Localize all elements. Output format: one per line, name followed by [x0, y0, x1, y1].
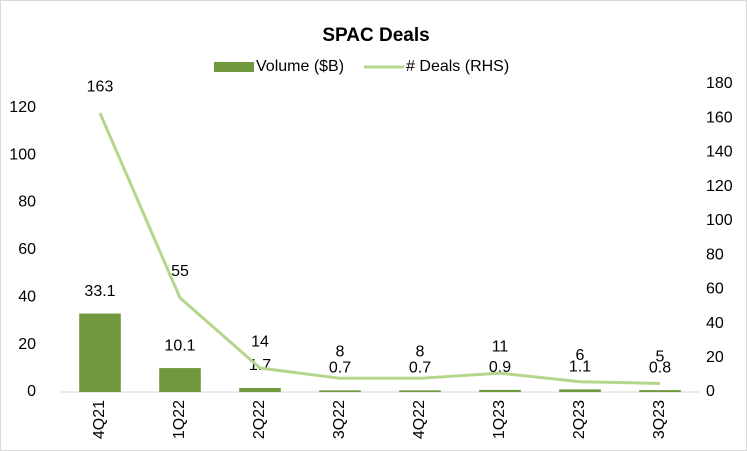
- x-tick-label: 3Q23: [651, 400, 668, 439]
- data-label: 10.1: [164, 337, 195, 354]
- x-tick-label: 4Q22: [411, 400, 428, 439]
- data-label: 5: [656, 349, 665, 366]
- bar: [319, 390, 361, 392]
- bar: [559, 389, 601, 392]
- data-label: 6: [576, 347, 585, 364]
- y2-tick-label: 80: [706, 246, 724, 263]
- data-label: 1.1: [569, 359, 591, 376]
- y-tick-label: 60: [18, 241, 36, 258]
- bar: [639, 390, 681, 392]
- y2-tick-label: 40: [706, 315, 724, 332]
- y-tick-label: 80: [18, 194, 36, 211]
- y2-tick-label: 60: [706, 281, 724, 298]
- data-label: 0.8: [649, 359, 671, 376]
- y-tick-label: 40: [18, 288, 36, 305]
- legend-swatch: [214, 62, 254, 72]
- y-tick-label: 0: [27, 383, 36, 400]
- y2-tick-label: 180: [706, 75, 733, 92]
- y2-tick-label: 0: [706, 383, 715, 400]
- data-label: 11: [492, 338, 509, 355]
- y-tick-label: 120: [9, 99, 36, 116]
- y-tick-label: 20: [18, 336, 36, 353]
- y2-tick-label: 140: [706, 144, 733, 161]
- data-label: 33.1: [84, 283, 115, 300]
- bar: [239, 387, 281, 392]
- y2-tick-label: 20: [706, 349, 724, 366]
- data-label: 55: [171, 263, 189, 280]
- x-tick-label: 2Q22: [251, 400, 268, 439]
- line: [98, 112, 661, 385]
- legend-label: # Deals (RHS): [406, 58, 509, 75]
- y2-tick-label: 100: [706, 212, 733, 229]
- bar: [399, 390, 441, 392]
- data-label: 163: [87, 78, 114, 95]
- x-tick-label: 1Q23: [491, 400, 508, 439]
- x-tick-label: 2Q23: [571, 400, 588, 439]
- y-tick-label: 100: [9, 146, 36, 163]
- data-label: 0.9: [489, 359, 511, 376]
- data-label: 0.7: [409, 360, 431, 377]
- bar: [479, 389, 521, 392]
- x-tick-label: 1Q22: [171, 400, 188, 439]
- y2-tick-label: 160: [706, 109, 733, 126]
- chart-title: SPAC Deals: [322, 25, 429, 46]
- data-label: 8: [336, 344, 345, 361]
- y2-tick-label: 120: [706, 178, 733, 195]
- data-label: 14: [251, 333, 269, 350]
- bar: [79, 313, 121, 392]
- legend-label: Volume ($B): [256, 58, 344, 75]
- data-label: 8: [416, 344, 425, 361]
- data-label: 0.7: [329, 360, 351, 377]
- x-tick-label: 3Q22: [331, 400, 348, 439]
- x-tick-label: 4Q21: [91, 400, 108, 439]
- bar: [159, 368, 201, 392]
